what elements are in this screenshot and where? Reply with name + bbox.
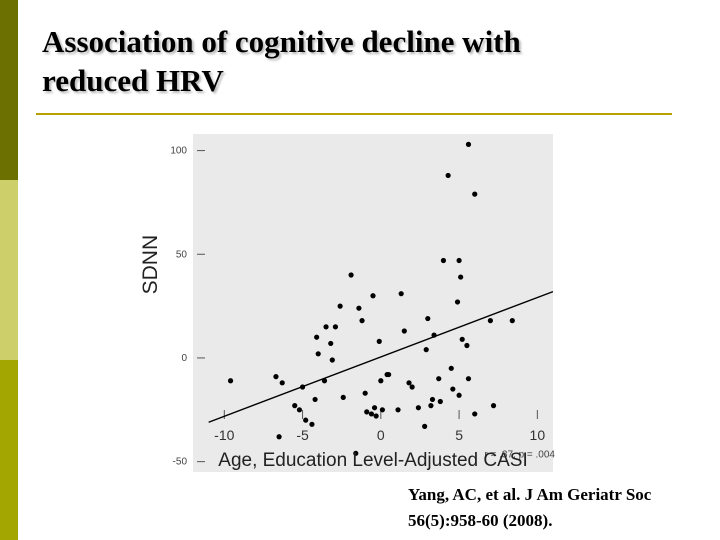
data-point: [456, 392, 462, 398]
slide-title-line-1: Association of cognitive decline with: [42, 24, 521, 59]
data-point: [409, 384, 415, 390]
data-point: [431, 332, 437, 338]
data-point: [332, 324, 339, 330]
data-point: [458, 274, 464, 280]
data-point: [303, 417, 309, 423]
data-point: [423, 347, 429, 353]
data-point: [465, 376, 472, 382]
data-point: [425, 315, 431, 322]
data-point: [509, 318, 515, 324]
y-tick-label: -50: [173, 457, 188, 468]
data-point: [323, 324, 329, 330]
data-point: [450, 386, 456, 392]
y-tick-label: 100: [170, 146, 187, 157]
data-point: [472, 191, 478, 197]
data-point: [356, 305, 362, 311]
data-point: [429, 396, 436, 403]
data-point: [309, 421, 315, 427]
data-point: [487, 318, 493, 324]
data-point: [337, 303, 343, 309]
data-point: [454, 299, 461, 305]
data-point: [227, 378, 234, 384]
correlation-annotation: r = .37, p = .004: [484, 449, 555, 460]
data-point: [378, 378, 384, 384]
data-point: [279, 380, 285, 386]
side-accent-bar-middle: [0, 180, 18, 360]
data-point: [406, 380, 412, 386]
title-underline: [36, 113, 672, 115]
side-accent-bar-bottom: [0, 360, 18, 540]
data-point: [401, 328, 407, 334]
data-point: [312, 396, 318, 403]
slide-title-line-2: reduced HRV: [42, 63, 224, 98]
data-point: [276, 434, 282, 440]
data-point: [398, 291, 404, 297]
data-point: [340, 394, 346, 400]
data-point: [379, 407, 385, 413]
data-point: [359, 318, 365, 324]
data-point: [371, 405, 378, 411]
data-point: [490, 403, 497, 409]
x-tick-label: 0: [377, 427, 385, 443]
data-point: [464, 342, 470, 349]
citation-line-1: Yang, AC, et al. J Am Geriatr Soc: [408, 485, 652, 504]
data-point: [376, 338, 382, 344]
data-point: [422, 423, 428, 429]
data-point: [292, 403, 298, 409]
x-tick-label: -10: [214, 427, 234, 443]
data-point: [373, 413, 379, 419]
chart-background: [193, 134, 553, 472]
data-point: [328, 340, 334, 347]
data-point: [436, 376, 442, 382]
data-point: [445, 172, 451, 179]
citation-line-2: 56(5):958-60 (2008).: [408, 511, 553, 530]
data-point: [273, 374, 279, 380]
x-tick-label: 10: [530, 427, 546, 443]
x-tick-label: -5: [296, 427, 309, 443]
data-point: [296, 407, 303, 413]
data-point: [315, 351, 321, 357]
citation: Yang, AC, et al. J Am Geriatr Soc 56(5):…: [408, 482, 708, 534]
data-point: [456, 257, 462, 264]
data-point: [386, 371, 392, 378]
y-tick-label: 0: [181, 353, 187, 364]
data-point: [459, 336, 465, 342]
x-axis-label: Age, Education Level-Adjusted CASI: [218, 450, 527, 471]
data-point: [440, 257, 447, 264]
data-point: [465, 141, 472, 147]
data-point: [314, 334, 320, 340]
data-point: [370, 293, 376, 299]
data-point: [321, 378, 328, 384]
data-point: [353, 450, 359, 456]
data-point: [395, 407, 401, 413]
slide-title: Association of cognitive decline with re…: [42, 22, 682, 100]
data-point: [364, 409, 370, 415]
data-point: [472, 411, 478, 417]
scatter-chart-container: 100 50 0 -50 -10 -5 0 5 10 r = .37, p = .004 SDN…: [135, 128, 555, 478]
data-point: [437, 398, 443, 405]
data-point: [362, 390, 368, 396]
y-axis-label: SDNN: [139, 235, 162, 295]
side-accent-bar-top: [0, 0, 18, 180]
data-point: [329, 357, 335, 363]
data-point: [368, 411, 375, 417]
data-point: [415, 405, 421, 411]
y-tick-label: 50: [176, 249, 188, 260]
regression-line: [208, 290, 554, 423]
data-point: [299, 384, 306, 390]
data-point: [448, 365, 454, 371]
data-point: [348, 272, 354, 278]
data-point: [428, 403, 434, 409]
data-points: [227, 141, 515, 456]
x-tick-label: 5: [455, 427, 463, 443]
